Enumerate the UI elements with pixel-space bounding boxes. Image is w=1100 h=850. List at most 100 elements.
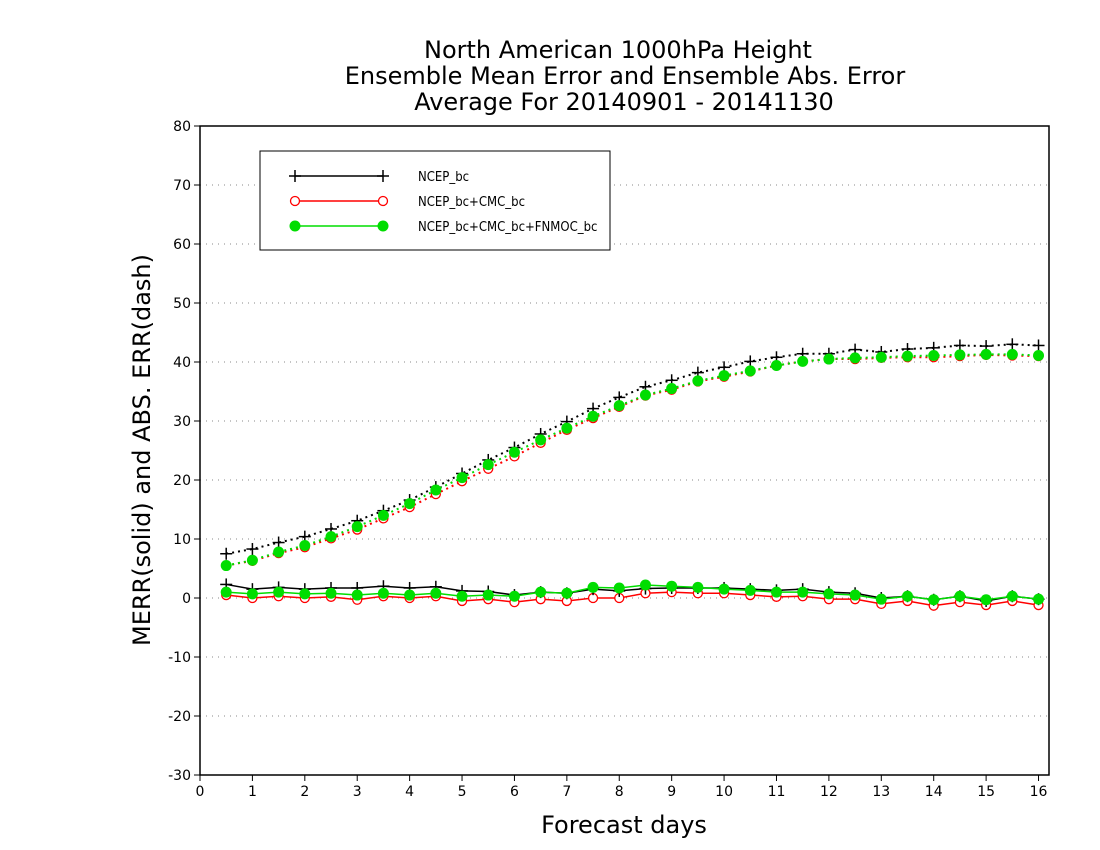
abs-err-point xyxy=(1006,348,1018,360)
abs-err-point xyxy=(692,375,704,387)
legend-item: NCEP_bc+CMC_bc xyxy=(289,195,525,210)
y-tick-label: 50 xyxy=(173,296,191,312)
merr-point xyxy=(325,587,337,599)
abs-err-point xyxy=(718,370,730,382)
y-tick-label: 10 xyxy=(173,532,191,548)
abs-err-point xyxy=(902,350,913,362)
merr-point xyxy=(980,594,992,606)
abs-err-point xyxy=(273,546,285,558)
merr-point xyxy=(718,583,730,595)
x-tick-label: 8 xyxy=(615,784,624,800)
abs-err-point xyxy=(1032,339,1045,352)
series-lines xyxy=(220,338,1045,611)
x-tick-label: 3 xyxy=(353,784,362,800)
abs-err-point xyxy=(980,348,992,360)
abs-err-point xyxy=(220,560,232,572)
abs-err-point xyxy=(351,521,363,533)
merr-point xyxy=(1033,593,1045,605)
abs-err-point xyxy=(1006,338,1019,351)
merr-point xyxy=(954,590,966,602)
merr-point xyxy=(430,587,442,599)
abs-err-point xyxy=(797,355,809,367)
x-axis-title: Forecast days xyxy=(541,811,707,839)
x-tick-label: 12 xyxy=(820,784,838,800)
y-tick-label: 30 xyxy=(173,414,191,430)
x-tick-label: 2 xyxy=(300,784,309,800)
y-tick-label: 60 xyxy=(173,237,191,253)
abs-err-point xyxy=(561,422,573,434)
x-tick-label: 0 xyxy=(196,784,205,800)
x-tick-label: 14 xyxy=(925,784,943,800)
merr-point xyxy=(456,590,468,602)
y-tick-label: 0 xyxy=(182,591,191,607)
abs-err-point xyxy=(404,498,416,510)
merr-point xyxy=(508,590,520,602)
merr-point xyxy=(875,593,887,605)
abs-err-point xyxy=(823,353,835,365)
merr-point xyxy=(587,581,599,593)
abs-err-point xyxy=(482,459,494,471)
merr-point xyxy=(639,579,651,591)
abs-err-point xyxy=(744,365,756,377)
axes xyxy=(199,125,1050,776)
merr-point xyxy=(299,588,311,600)
abs-err-point xyxy=(666,383,678,395)
merr-point xyxy=(351,589,363,601)
abs-err-point xyxy=(325,531,337,543)
abs-err-point xyxy=(246,554,258,566)
y-tick-label: -30 xyxy=(168,768,191,784)
merr-point xyxy=(613,582,625,594)
x-tick-label: 15 xyxy=(977,784,995,800)
merr-point xyxy=(535,586,547,598)
legend-marker xyxy=(377,195,389,207)
abs-err-point xyxy=(954,349,966,361)
abs-err-point xyxy=(299,539,311,551)
abs-err-point xyxy=(535,434,547,446)
abs-err-point xyxy=(1033,350,1045,362)
x-tick-label: 1 xyxy=(248,784,257,800)
legend-label: NCEP_bc+CMC_bc xyxy=(418,195,525,210)
y-tick-label: 20 xyxy=(173,473,191,489)
x-tick-label: 6 xyxy=(510,784,519,800)
abs-err-point xyxy=(613,400,625,412)
merr-point xyxy=(482,589,494,601)
merr-point xyxy=(1006,590,1018,602)
y-tick-label: -10 xyxy=(168,650,191,666)
x-tick-label: 13 xyxy=(872,784,890,800)
merr-point xyxy=(770,586,782,598)
x-tick-label: 4 xyxy=(405,784,414,800)
abs-err-point xyxy=(875,351,887,363)
legend-marker xyxy=(289,220,301,232)
series-2 xyxy=(220,348,1045,606)
abs-err-point xyxy=(220,547,233,560)
merr-point xyxy=(744,584,756,596)
y-axis-title: MERR(solid) and ABS. ERR(dash) xyxy=(128,254,156,646)
abs-err-point xyxy=(508,446,520,458)
abs-err-point xyxy=(849,352,861,364)
chart-title-line-2: Ensemble Mean Error and Ensemble Abs. Er… xyxy=(345,62,906,90)
abs-err-point xyxy=(377,509,389,521)
x-tick-label: 9 xyxy=(667,784,676,800)
merr-point xyxy=(561,587,573,599)
merr-point xyxy=(404,589,416,601)
abs-err-point xyxy=(639,389,651,401)
x-tick-label: 16 xyxy=(1030,784,1048,800)
x-tick-label: 7 xyxy=(562,784,571,800)
abs-err-point xyxy=(587,410,599,422)
abs-err-point xyxy=(770,360,782,372)
legend-marker xyxy=(289,170,301,182)
merr-point xyxy=(220,586,232,598)
legend-item: NCEP_bc+CMC_bc+FNMOC_bc xyxy=(289,220,597,235)
merr-point xyxy=(797,586,809,598)
legend-item: NCEP_bc xyxy=(289,170,469,185)
y-tick-label: -20 xyxy=(168,709,191,725)
x-tick-label: 11 xyxy=(768,784,786,800)
y-tick-label: 70 xyxy=(173,178,191,194)
legend-marker xyxy=(377,220,389,232)
merr-point xyxy=(246,588,258,600)
abs-err-point xyxy=(928,350,940,362)
legend: NCEP_bc NCEP_bc+CMC_bc NCEP_bc+CMC_bc+FNMO… xyxy=(259,150,611,251)
